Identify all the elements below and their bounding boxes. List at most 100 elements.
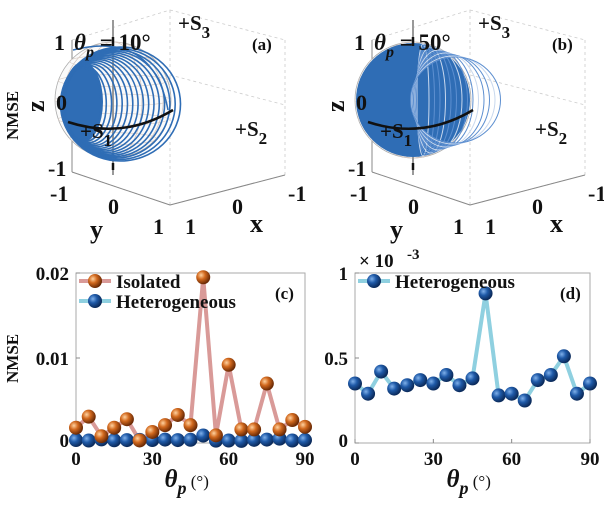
z-tick: 0 xyxy=(356,90,367,115)
grid-line xyxy=(169,9,286,41)
data-point-isolated xyxy=(221,357,236,372)
data-point-heterogeneous xyxy=(183,432,198,447)
x-tick: 1 xyxy=(185,214,196,239)
theta-annotation: θp = 50° xyxy=(374,30,451,61)
trajectory-loop xyxy=(410,56,501,144)
data-point-heterogeneous xyxy=(348,376,362,391)
x-tick-label: 30 xyxy=(424,449,443,470)
data-point-isolated xyxy=(132,433,147,448)
data-point-heterogeneous xyxy=(374,364,389,379)
data-point-heterogeneous xyxy=(452,378,467,393)
data-point-isolated xyxy=(170,407,185,422)
data-point-isolated xyxy=(94,429,109,444)
label-s3: +S3 xyxy=(478,11,510,42)
y-tick: 0 xyxy=(108,194,119,219)
data-point-heterogeneous xyxy=(170,433,185,448)
label-s2: +S2 xyxy=(235,117,267,148)
data-point-heterogeneous xyxy=(517,393,532,408)
data-point-heterogeneous xyxy=(234,433,249,448)
theta-annotation: θp = 10° xyxy=(74,30,151,61)
data-point-heterogeneous xyxy=(107,433,122,448)
data-point-heterogeneous xyxy=(530,373,545,388)
data-point-heterogeneous xyxy=(491,388,506,403)
y-tick: 1 xyxy=(153,214,164,239)
x-axis-line xyxy=(469,174,586,206)
data-point-isolated xyxy=(183,418,198,433)
data-point-heterogeneous xyxy=(247,432,262,447)
data-point-isolated xyxy=(298,419,312,434)
panel-label: (d) xyxy=(560,284,581,303)
data-point-isolated xyxy=(208,428,223,443)
data-point-heterogeneous xyxy=(196,428,211,443)
equator-s1-s2 xyxy=(367,108,474,130)
data-point-heterogeneous xyxy=(465,371,480,386)
panel-label: (b) xyxy=(552,35,573,54)
trajectory-arc xyxy=(72,45,169,111)
z-axis-label: z xyxy=(321,100,350,112)
y-axis-line xyxy=(371,171,471,206)
data-point-heterogeneous xyxy=(285,433,300,448)
x-axis-label: x xyxy=(250,209,263,238)
trajectory xyxy=(356,43,501,157)
data-point-isolated xyxy=(285,413,300,428)
x-axis-label: x xyxy=(550,209,563,238)
y-axis-label: NMSE xyxy=(3,334,22,383)
z-tick: 0 xyxy=(56,90,67,115)
panel-d-nmse-chart: 0 30 60 90 0 0.5 1 θp (°) × 10 -3 (d) Heterogeneous xyxy=(324,247,599,498)
legend-label: Heterogeneous xyxy=(395,272,515,293)
y-tick-label: 1 xyxy=(339,264,349,285)
y-tick-label: 0 xyxy=(339,431,349,452)
x-axis-label: θp (°) xyxy=(165,466,209,498)
data-point-isolated xyxy=(259,376,274,391)
x-tick-label: 60 xyxy=(502,449,521,470)
nmse-label: NMSE xyxy=(3,91,22,140)
trajectory xyxy=(59,45,182,162)
data-point-heterogeneous xyxy=(504,386,519,401)
x-tick: 1 xyxy=(485,214,496,239)
y-tick: 1 xyxy=(453,214,464,239)
data-point-heterogeneous xyxy=(478,286,493,301)
legend-label: Heterogeneous xyxy=(116,292,236,313)
exponent-value: -3 xyxy=(407,247,420,263)
label-s2: +S2 xyxy=(535,117,567,148)
grid-line xyxy=(71,9,171,41)
data-point-heterogeneous xyxy=(361,386,376,401)
y-tick-label: 0.02 xyxy=(36,264,69,285)
data-point-isolated xyxy=(272,422,287,437)
x-tick-label: 90 xyxy=(296,449,315,470)
panel-label: (a) xyxy=(252,35,272,54)
x-tick: -1 xyxy=(288,181,306,206)
y-axis-label: y xyxy=(390,215,403,244)
data-point-heterogeneous xyxy=(259,432,274,447)
x-tick: -1 xyxy=(588,181,604,206)
exponent-label: × 10 xyxy=(359,251,394,272)
data-point-heterogeneous xyxy=(583,376,597,391)
data-point-heterogeneous xyxy=(298,433,312,448)
plot-area xyxy=(354,272,591,444)
grid-line xyxy=(469,74,586,106)
panel-label: (c) xyxy=(275,284,294,303)
data-point-isolated xyxy=(107,420,122,435)
data-point-isolated xyxy=(69,420,83,435)
y-tick: 0 xyxy=(408,194,419,219)
data-point-heterogeneous xyxy=(569,386,584,401)
data-point-isolated xyxy=(234,422,249,437)
data-point-isolated xyxy=(158,418,173,433)
x-tick-label: 0 xyxy=(350,449,360,470)
grid-line xyxy=(371,9,471,41)
data-point-heterogeneous xyxy=(81,433,96,448)
label-s1: +S1 xyxy=(380,119,412,150)
z-tick: -1 xyxy=(48,156,66,181)
x-axis-label: θp (°) xyxy=(447,466,491,498)
y-tick: -1 xyxy=(350,181,368,206)
z-axis-label: z xyxy=(21,100,50,112)
y-axis-line xyxy=(71,171,171,206)
y-tick-label: 0.5 xyxy=(324,349,348,370)
z-tick: 1 xyxy=(54,30,65,55)
data-point-isolated xyxy=(247,422,262,437)
data-point-isolated xyxy=(81,409,96,424)
data-point-heterogeneous xyxy=(543,368,558,382)
data-point-heterogeneous xyxy=(439,368,454,382)
legend-marker xyxy=(88,294,102,308)
